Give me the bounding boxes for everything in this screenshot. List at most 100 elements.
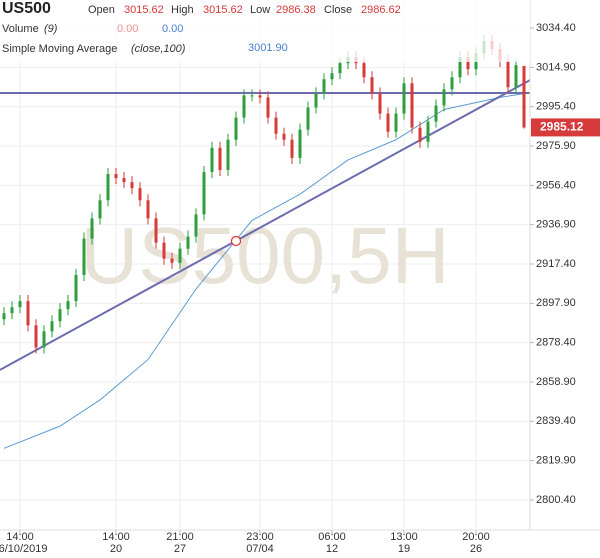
x-tick-label: 21:00 xyxy=(166,531,194,543)
candle-body xyxy=(170,258,174,263)
x-tick-sublabel: 26 xyxy=(470,543,482,555)
candle-body xyxy=(178,248,182,263)
candle-body xyxy=(266,97,270,118)
candle-body xyxy=(138,188,142,201)
price-tag-label: 2985.12 xyxy=(540,120,584,134)
candle-body xyxy=(466,57,470,70)
plot-layer xyxy=(0,34,531,449)
x-tick-label: 13:00 xyxy=(390,531,418,543)
candle-body xyxy=(234,117,238,140)
price-tag xyxy=(531,118,600,137)
candle-body xyxy=(330,73,334,80)
candle-body xyxy=(186,236,190,249)
candle-body xyxy=(522,65,526,128)
candle-body xyxy=(210,147,214,173)
candle-body xyxy=(162,242,166,259)
candle-body xyxy=(514,65,518,88)
candle-body xyxy=(402,83,406,114)
candle-body xyxy=(258,95,262,98)
x-tick-sublabel: 12 xyxy=(326,543,338,555)
candle-body xyxy=(298,129,302,158)
candle-body xyxy=(154,218,158,243)
trend-line xyxy=(0,79,531,371)
candle-body xyxy=(106,174,110,201)
grid-layer xyxy=(0,0,530,528)
legend-label: Close xyxy=(324,4,352,16)
candle-body xyxy=(218,147,222,171)
legend-label: Simple Moving Average xyxy=(2,43,117,55)
candle-body xyxy=(58,309,62,322)
x-tick-label: 20:00 xyxy=(462,531,490,543)
candle-body xyxy=(130,182,134,189)
candle-body xyxy=(66,301,70,310)
legend-value: 0.00 xyxy=(117,23,138,35)
legend-label: High xyxy=(171,4,194,16)
x-tick-label: 14:00 xyxy=(102,531,130,543)
candle-body xyxy=(362,63,366,78)
legend-label: Low xyxy=(250,4,270,16)
y-tick-label: 2878.40 xyxy=(536,337,576,349)
y-tick-label: 2975.90 xyxy=(536,140,576,152)
legend-value: 3015.62 xyxy=(203,4,243,16)
legend-label: Open xyxy=(88,4,115,16)
candle-body xyxy=(410,83,414,128)
x-tick-label: 14:00 xyxy=(6,531,34,543)
legend-label: Volume xyxy=(2,23,39,35)
x-tick-sublabel: 27 xyxy=(174,543,186,555)
candle-body xyxy=(10,307,14,314)
legend-value: 2986.62 xyxy=(361,4,401,16)
candle-body xyxy=(458,57,462,78)
candle-body xyxy=(306,107,310,130)
candle-body xyxy=(370,77,374,94)
candle-body xyxy=(450,77,454,90)
candle-body xyxy=(18,301,22,308)
y-tick-label: 2995.40 xyxy=(536,101,576,113)
y-tick-label: 3034.40 xyxy=(536,22,576,34)
candle-body xyxy=(42,331,46,348)
candle-body xyxy=(74,274,78,302)
x-tick-sublabel: 07/04 xyxy=(246,543,274,555)
y-tick-label: 3014.90 xyxy=(536,61,576,73)
legend-label: (close,100) xyxy=(131,43,186,55)
candle-body xyxy=(194,214,198,237)
candle-body xyxy=(506,61,510,88)
y-tick-label: 2956.40 xyxy=(536,179,576,191)
candle-body xyxy=(34,325,38,348)
y-tick-label: 2936.90 xyxy=(536,219,576,231)
candle-body xyxy=(50,321,54,332)
y-tick-label: 2858.90 xyxy=(536,376,576,388)
x-tick-sublabel: 06/10/2019 xyxy=(0,543,48,555)
x-tick-sublabel: 20 xyxy=(110,543,122,555)
candle-body xyxy=(226,139,230,171)
x-tick-label: 23:00 xyxy=(246,531,274,543)
candle-body xyxy=(434,105,438,122)
x-tick-label: 06:00 xyxy=(318,531,346,543)
candle-body xyxy=(378,93,382,114)
candle-body xyxy=(242,95,246,118)
candle-body xyxy=(314,93,318,108)
y-tick-label: 2897.90 xyxy=(536,297,576,309)
candle-body xyxy=(442,89,446,106)
y-tick-label: 2819.90 xyxy=(536,455,576,467)
candle-body xyxy=(394,113,398,132)
candle-body xyxy=(274,117,278,134)
candle-body xyxy=(282,133,286,140)
legend-value: 3015.62 xyxy=(124,4,164,16)
candle-body xyxy=(322,79,326,94)
y-tick-label: 2917.40 xyxy=(536,258,576,270)
sma-line xyxy=(3,93,525,449)
x-tick-sublabel: 19 xyxy=(398,543,410,555)
legend-backdrop xyxy=(0,0,530,62)
candle-body xyxy=(290,139,294,158)
candle-body xyxy=(338,63,342,74)
legend-value: 2986.38 xyxy=(276,4,316,16)
candle-body xyxy=(90,218,94,239)
legend-label: (9) xyxy=(44,23,58,35)
y-tick-label: 2800.40 xyxy=(536,494,576,506)
candle-body xyxy=(2,313,6,320)
candle-body xyxy=(122,178,126,183)
candle-body xyxy=(82,238,86,275)
candle-body xyxy=(250,95,254,97)
candle-body xyxy=(114,174,118,179)
